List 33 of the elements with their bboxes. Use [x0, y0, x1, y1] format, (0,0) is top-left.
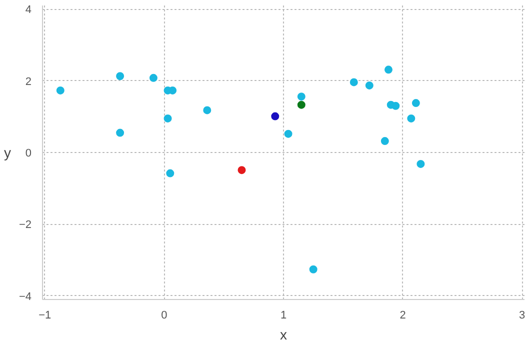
point — [384, 66, 392, 74]
y-axis-title: y — [4, 144, 11, 160]
point — [416, 160, 425, 168]
point — [149, 74, 158, 82]
point — [407, 114, 416, 122]
point — [166, 169, 174, 178]
point — [412, 99, 420, 108]
point — [271, 112, 280, 120]
point — [116, 72, 124, 80]
point — [164, 114, 172, 122]
x-tick-label: 3 — [519, 310, 526, 322]
point — [284, 130, 292, 138]
point — [297, 100, 306, 109]
x-tick-label: 0 — [161, 310, 168, 322]
x-tick-label: 1 — [280, 310, 287, 322]
y-tick-label: 4 — [25, 4, 32, 16]
point — [350, 78, 358, 86]
x-tick-label: 2 — [400, 310, 406, 322]
point — [116, 128, 124, 137]
y-tick-label: −4 — [18, 290, 32, 303]
y-tick-label: −2 — [18, 219, 32, 232]
point — [56, 86, 64, 94]
y-tick-label: 2 — [25, 76, 32, 88]
point — [309, 265, 318, 274]
point — [238, 166, 246, 174]
y-tick-label: 0 — [25, 148, 32, 160]
point — [365, 81, 374, 90]
point — [380, 137, 389, 146]
point — [203, 106, 212, 114]
point — [297, 92, 306, 101]
x-tick-label: −1 — [38, 310, 52, 322]
point — [392, 102, 400, 110]
x-axis-title: x — [280, 326, 287, 342]
